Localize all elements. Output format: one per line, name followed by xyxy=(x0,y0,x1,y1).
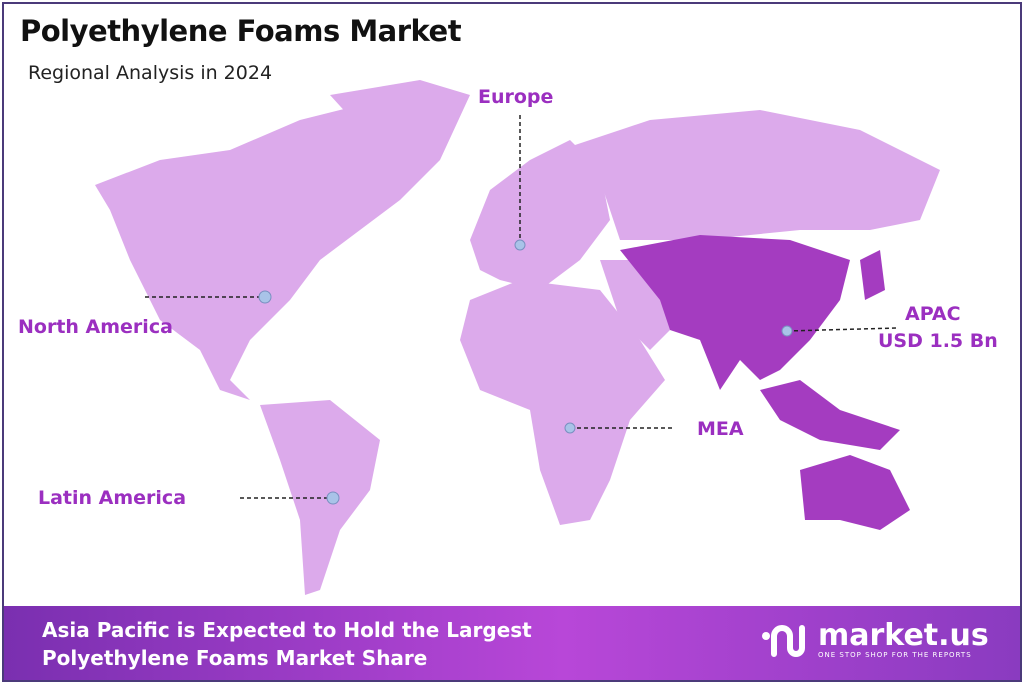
label-europe: Europe xyxy=(478,86,554,108)
russia-shape xyxy=(560,110,940,240)
page-subtitle: Regional Analysis in 2024 xyxy=(28,62,273,84)
footer-line-1: Asia Pacific is Expected to Hold the Lar… xyxy=(42,618,532,642)
footer-headline: Asia Pacific is Expected to Hold the Lar… xyxy=(42,616,532,672)
greenland-shape xyxy=(330,80,470,200)
label-apac-value: USD 1.5 Bn xyxy=(878,330,998,352)
australia-shape xyxy=(800,455,910,530)
mea-marker xyxy=(564,422,576,434)
asia-pacific-shape xyxy=(620,235,850,390)
label-apac: APAC xyxy=(905,303,961,325)
label-north-america: North America xyxy=(18,316,173,338)
market-us-logo-icon xyxy=(762,625,805,657)
japan-shape xyxy=(860,250,885,300)
north-america-shape xyxy=(95,100,420,400)
africa-shape xyxy=(460,280,665,525)
apac-marker xyxy=(781,325,793,337)
logo-name: market.us xyxy=(818,618,989,653)
label-mea: MEA xyxy=(697,418,744,440)
southeast-asia-shape xyxy=(760,380,900,450)
europe-shape xyxy=(470,140,610,290)
logo: market.us ONE STOP SHOP FOR THE REPORTS xyxy=(760,620,989,660)
north-america-marker xyxy=(258,290,272,304)
label-latin-america: Latin America xyxy=(38,487,187,509)
footer-line-2: Polyethylene Foams Market Share xyxy=(42,646,428,670)
latin-america-marker xyxy=(326,491,340,505)
logo-tagline: ONE STOP SHOP FOR THE REPORTS xyxy=(818,651,972,659)
page-title: Polyethylene Foams Market xyxy=(20,14,462,48)
footer-banner: Asia Pacific is Expected to Hold the Lar… xyxy=(4,606,1020,680)
europe-marker xyxy=(514,239,526,251)
